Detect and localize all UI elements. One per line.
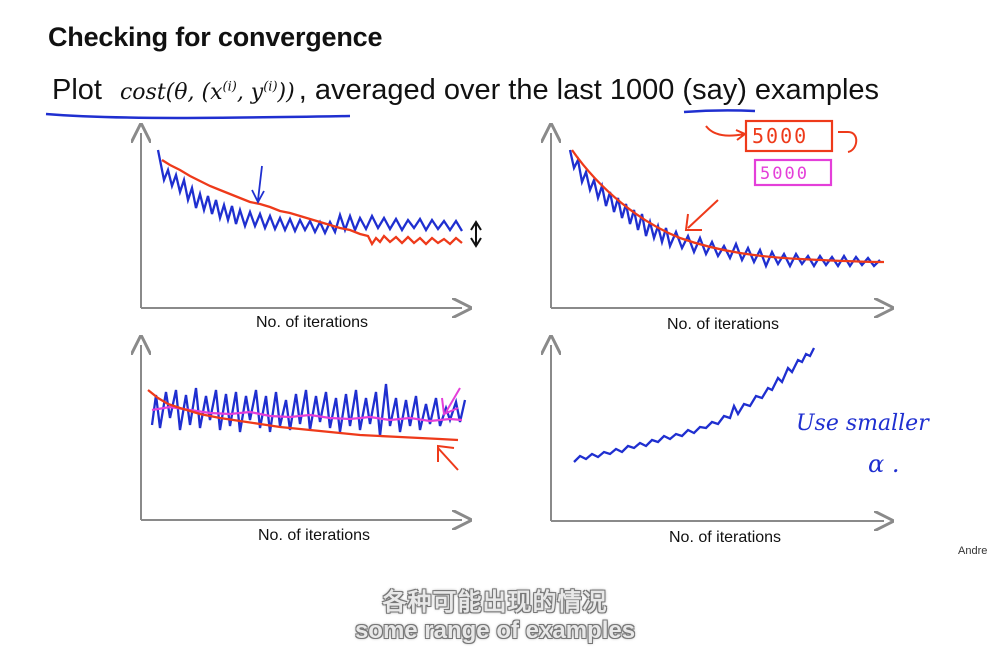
plot-bottom-left-pink-curve — [151, 405, 463, 423]
author-credit: Andre — [958, 545, 988, 557]
box-5000-red-text: 5000 — [752, 124, 808, 148]
plot-bottom-left-xlabel: No. of iterations — [258, 527, 371, 544]
box-5000-pink-text: 5000 — [760, 164, 809, 184]
plot-bottom-left-blue-curve — [150, 383, 467, 437]
double-arrow-icon — [470, 220, 482, 248]
box-5000-red — [744, 119, 834, 153]
subtitle-caption-zh: 各种可能出现的情况 — [382, 589, 608, 616]
plot-bottom-left-axes — [141, 345, 462, 520]
box-5000-pink — [753, 158, 833, 187]
red-arrow-bottom-icon — [437, 444, 459, 471]
underline-plot-cost — [45, 112, 351, 120]
subtitle-prefix: Plot — [52, 74, 102, 106]
red-hook-mark — [838, 131, 858, 153]
note-use-smaller: Use smaller — [796, 411, 930, 436]
plot-bottom-right-xlabel: No. of iterations — [669, 529, 782, 546]
plot-top-left-blue-curve — [156, 149, 463, 236]
plot-top-right-axes — [551, 133, 884, 308]
plot-top-left-xlabel: No. of iterations — [256, 314, 369, 331]
red-arrow-to-box — [705, 125, 747, 141]
pink-arrow-icon — [441, 387, 461, 416]
plot-bottom-right-axes — [551, 345, 884, 521]
cost-formula: cost(θ, (x(i), y(i))) — [119, 79, 295, 105]
slide-subtitle: Plot cost(θ, (x(i), y(i))), averaged over… — [52, 74, 879, 107]
plot-top-right-blue-curve — [568, 149, 881, 270]
red-arrow-icon — [684, 199, 719, 231]
plot-top-right-xlabel: No. of iterations — [667, 316, 780, 333]
plot-top-left-red-curve — [161, 159, 463, 247]
plot-bottom-right-blue-curve — [573, 347, 816, 463]
underline-1000 — [683, 109, 756, 114]
page-title: Checking for convergence — [48, 22, 383, 52]
plot-bottom-left-red-curve — [147, 389, 459, 442]
plot-top-right-red-curve — [571, 149, 885, 264]
plot-top-left-axes — [141, 133, 462, 308]
note-alpha: α . — [868, 450, 899, 478]
small-down-arrow-icon — [251, 165, 265, 204]
subtitle-suffix: , averaged over the last 1000 (say) exam… — [298, 74, 880, 106]
subtitle-caption-en: some range of examples — [354, 617, 636, 644]
